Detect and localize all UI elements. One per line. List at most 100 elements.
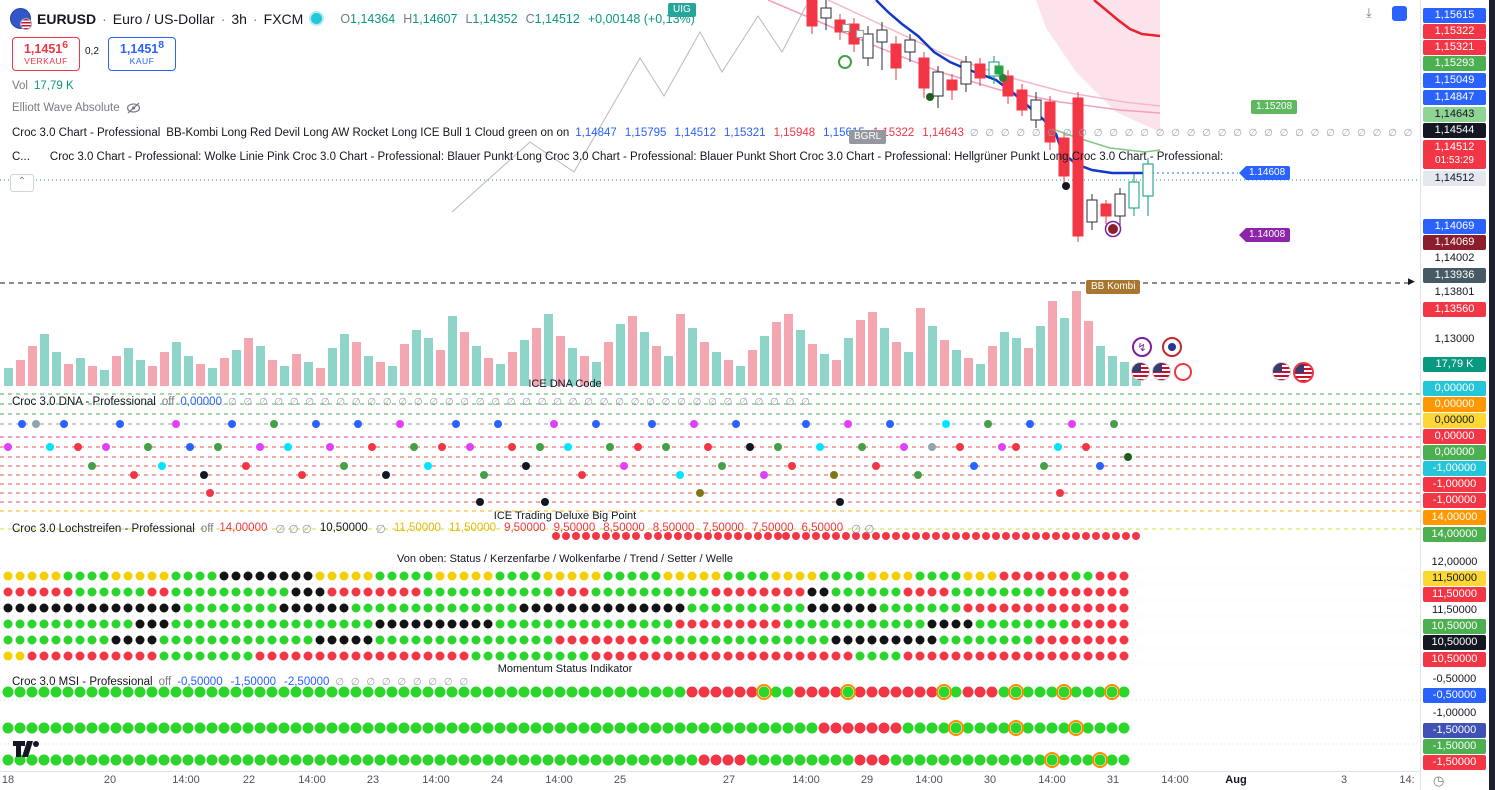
dna-status-circles: ∅ ∅ ∅ ∅ ∅ ∅ ∅ ∅ ∅ ∅ ∅ ∅ ∅ ∅ ∅ ∅ ∅ ∅ ∅ ∅ … (227, 396, 812, 408)
us-flag-ringed-icon (1293, 362, 1314, 383)
close-label: C (525, 11, 535, 26)
time-axis-label: 14:00 (172, 774, 200, 786)
buy-price-sup: 8 (158, 40, 165, 51)
dna-level-lines (0, 393, 1421, 530)
price-scale-label: -0,50000 (1432, 673, 1477, 685)
price-scale-label: 1,15293 (1423, 56, 1486, 71)
price-scale-label: 0,00000 (1423, 413, 1486, 428)
price-line-tag-blue[interactable]: 1.14608 (1239, 166, 1291, 180)
alert-price-tag-green[interactable]: 1.15208 (1251, 100, 1298, 114)
msi-value: -2,50000 (284, 676, 330, 688)
exchange: FXCM (263, 10, 304, 27)
price-axis[interactable]: ◷ 1,15615 1,15322 1,15321 1,15293 1,15049 1,1… (1420, 0, 1489, 790)
us-flag-icon (1272, 362, 1291, 381)
time-axis-label: 24 (490, 774, 504, 786)
bgrl-badge: BGRL (849, 130, 887, 144)
buy-price: 1,1451 (119, 42, 159, 57)
croc-chart-title[interactable]: Croc 3.0 Chart - Professional (12, 127, 161, 139)
loch-value: ∅ (375, 524, 386, 536)
price-scale-label: 1,14512 (1423, 171, 1486, 186)
symbol-header[interactable]: EURUSD · Euro / US-Dollar · 3h · FXCM O1… (10, 8, 695, 30)
us-flag-icon (1131, 362, 1150, 381)
price-scale-label: 11,50000 (1431, 604, 1478, 616)
loch-title[interactable]: Croc 3.0 Lochstreifen - Professional (12, 523, 195, 535)
dna-off: off (161, 396, 175, 408)
loch-values: 14,00000 ∅ ∅ ∅ 10,50000 ∅ 11,50000 11,50000 9,… (219, 522, 874, 536)
hidden-eye-icon[interactable] (126, 102, 141, 114)
loch-value: 9,50000 (553, 522, 596, 534)
sell-price: 1,1451 (23, 42, 63, 57)
sell-price-sup: 6 (62, 40, 69, 51)
time-axis-label: 14:00 (915, 774, 943, 786)
msi-legend-row[interactable]: Croc 3.0 MSI - Professional off -0,50000… (12, 676, 470, 688)
price-scale-label: 12,00000 (1431, 556, 1478, 568)
dna-title[interactable]: Croc 3.0 DNA - Professional (12, 396, 156, 408)
elliott-wave-row[interactable]: Elliott Wave Absolute (12, 102, 141, 114)
volume-legend-row[interactable]: Vol 17,79 K (12, 80, 74, 92)
dna-legend-row[interactable]: Croc 3.0 DNA - Professional off 0,00000 … (12, 396, 812, 408)
uig-badge: UIG (668, 3, 696, 17)
croc-chart-status-circles: ∅ ∅ ∅ ∅ ∅ ∅ ∅ ∅ ∅ ∅ ∅ ∅ ∅ ∅ ∅ ∅ ∅ ∅ ∅ ∅ … (969, 127, 1447, 139)
price-scale-label: 1,14069 (1423, 219, 1486, 234)
time-axis-label: 23 (366, 774, 380, 786)
loch-value: ∅ ∅ ∅ (275, 524, 312, 536)
price-scale-label: -1,50000 (1423, 739, 1486, 754)
msi-gridlines (0, 699, 1421, 745)
price-scale-label: -1,00000 (1423, 461, 1486, 476)
open-value: 1,14364 (350, 11, 396, 26)
time-axis-label: 18 (1, 774, 15, 786)
price-line-tag-purple[interactable]: 1.14008 (1239, 228, 1291, 242)
price-scale-label: 11,50000 (1423, 571, 1486, 586)
chart-canvas[interactable] (0, 0, 1421, 772)
time-axis[interactable]: 18 20 14:00 22 14:00 23 14:00 24 14:00 25 27 14:00 2… (0, 771, 1421, 790)
separator: · (102, 10, 107, 27)
blue-tool-button[interactable] (1392, 6, 1407, 21)
candles (806, 0, 1154, 242)
window-edge-strip (1489, 0, 1495, 790)
price-scale-label: 17,79 K (1423, 357, 1486, 372)
price-scale-label: -1,00000 (1423, 493, 1486, 508)
market-status-icon[interactable] (309, 11, 325, 26)
interval[interactable]: 3h (231, 10, 247, 27)
volume-bars (4, 291, 1141, 386)
price-scale-label: 10,50000 (1423, 635, 1486, 650)
bb-kombi-tag[interactable]: BB Kombi (1086, 280, 1141, 294)
pane-title-dna: ICE DNA Code (528, 378, 602, 390)
price-scale-label: 10,50000 (1423, 652, 1486, 667)
symbol-name[interactable]: EURUSD (37, 10, 97, 27)
bigpoint-dot-matrix (3, 571, 1129, 661)
time-axis-label: 30 (983, 774, 997, 786)
high-label: H (403, 11, 413, 26)
ohlc-values: O1,14364 H1,14607 L1,14352 C1,14512 +0,0… (340, 12, 695, 26)
lightning-icon[interactable]: ↯ (1132, 337, 1152, 357)
msi-title[interactable]: Croc 3.0 MSI - Professional (12, 676, 153, 688)
high-value: 1,14607 (412, 11, 458, 26)
price-scale-label: 1,15322 (1423, 24, 1486, 39)
download-icon[interactable]: ⤓ (1366, 5, 1372, 20)
tradingview-logo[interactable] (12, 740, 42, 758)
buy-button[interactable]: 1,14518 KAUF (108, 37, 176, 71)
time-axis-label: 14:00 (298, 774, 326, 786)
croc-chart-legend-row-2[interactable]: C... Croc 3.0 Chart - Professional: Wolk… (12, 151, 1223, 163)
loch-legend-row[interactable]: Croc 3.0 Lochstreifen - Professional off… (12, 522, 874, 536)
sell-button[interactable]: 1,14516 VERKAUF (12, 37, 80, 71)
countdown-clock-icon[interactable]: ◷ (1433, 773, 1445, 788)
price-scale-label: -0,50000 (1423, 688, 1486, 703)
croc-chart-value: 1,15948 (773, 127, 816, 139)
croc-chart-legend-row[interactable]: Croc 3.0 Chart - Professional BB-Kombi L… (12, 127, 1447, 139)
low-label: L (465, 11, 473, 26)
msi-value: -0,50000 (177, 676, 223, 688)
symbol-logo-icon (10, 8, 32, 30)
msi-value: -1,50000 (230, 676, 276, 688)
target-icon[interactable] (1162, 337, 1182, 357)
red-ma-line (1093, 0, 1161, 38)
price-scale-label: -1,50000 (1423, 723, 1486, 738)
collapse-legend-button[interactable]: ⌃ (10, 174, 34, 192)
time-axis-label: 25 (613, 774, 627, 786)
elliott-zigzag (451, 5, 807, 213)
loch-value: 11,50000 (393, 522, 441, 534)
croc-chart-value: 1,14512 (674, 127, 716, 139)
price-scale-label: 0,00000 (1423, 397, 1486, 412)
low-value: 1,14352 (472, 11, 518, 26)
price-scale-label: -1,00000 (1423, 477, 1486, 492)
